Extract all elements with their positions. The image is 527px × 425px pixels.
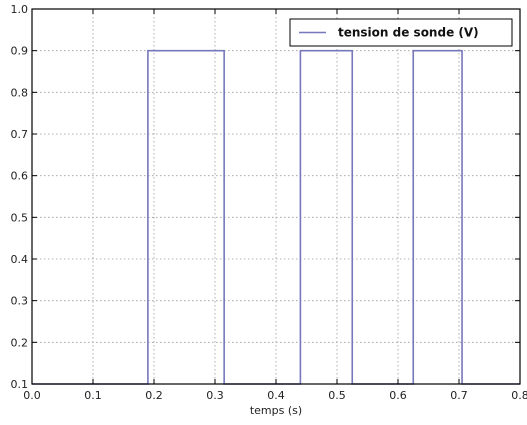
x-tick-label: 0.4 [267, 389, 285, 402]
x-tick-label: 0.5 [328, 389, 346, 402]
y-tick-label: 0.8 [11, 86, 29, 99]
y-tick-label: 0.2 [11, 336, 29, 349]
y-tick-label: 0.3 [11, 295, 29, 308]
x-tick-label: 0.1 [84, 389, 102, 402]
x-tick-label: 0.3 [206, 389, 224, 402]
x-tick-label: 0.7 [450, 389, 468, 402]
x-tick-label: 0.6 [389, 389, 407, 402]
x-tick-label: 0.2 [145, 389, 163, 402]
legend-label: tension de sonde (V) [338, 26, 479, 40]
grid [31, 8, 521, 385]
series-layer [32, 49, 520, 385]
y-tick-label: 0.1 [11, 378, 29, 391]
y-tick-label: 0.7 [11, 128, 29, 141]
y-tick-label: 1.0 [11, 3, 29, 16]
x-tick-label: 0.0 [23, 389, 41, 402]
series-line [32, 49, 520, 385]
y-tick-label: 0.5 [11, 211, 29, 224]
y-tick-label: 0.4 [11, 253, 29, 266]
x-axis-label: temps (s) [250, 404, 302, 417]
y-tick-label: 0.9 [11, 45, 29, 58]
y-tick-label: 0.6 [11, 170, 29, 183]
legend: tension de sonde (V) [289, 18, 513, 47]
x-tick-labels: 0.0 0.1 0.2 0.3 0.4 0.5 0.6 0.7 0.8 [23, 389, 527, 402]
x-tick-label: 0.8 [511, 389, 527, 402]
legend-box [289, 18, 513, 47]
y-tick-labels: 0.1 0.2 0.3 0.4 0.5 0.6 0.7 0.8 0.9 1.0 [11, 3, 29, 391]
tick-marks [31, 8, 521, 385]
